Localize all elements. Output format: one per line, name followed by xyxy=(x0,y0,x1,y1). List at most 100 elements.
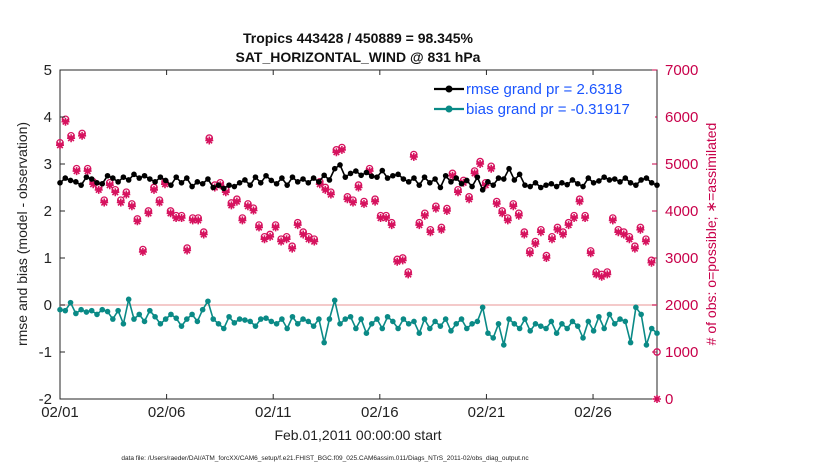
rmse-point xyxy=(405,179,412,185)
obs-assimilated-point xyxy=(299,230,308,239)
rmse-point xyxy=(617,179,623,185)
rmse-point xyxy=(141,172,148,179)
bias-point xyxy=(606,311,613,318)
obs-assimilated-point xyxy=(608,216,617,225)
bias-point xyxy=(347,313,354,320)
bias-point xyxy=(115,307,121,314)
x-tick-label: 02/26 xyxy=(574,404,612,421)
bias-point xyxy=(247,318,253,325)
bias-point xyxy=(141,318,148,325)
obs-assimilated-point xyxy=(542,254,551,262)
bias-point xyxy=(168,311,174,318)
obs-assimilated-point xyxy=(476,160,485,168)
obs-assimilated-point xyxy=(509,202,518,211)
rmse-point xyxy=(643,175,650,181)
obs-assimilated-point xyxy=(487,164,496,173)
bias-point xyxy=(384,313,391,320)
rmse-point xyxy=(448,179,454,185)
y-right-tick-label: 4000 xyxy=(665,203,698,220)
bias-point xyxy=(173,315,180,321)
obs-assimilated-point xyxy=(100,198,109,207)
obs-assimilated-point xyxy=(614,228,623,237)
rmse-point xyxy=(257,180,264,186)
bias-point xyxy=(421,316,428,322)
bias-point xyxy=(474,318,481,325)
rmse-point xyxy=(73,179,79,185)
bias-point xyxy=(379,325,386,332)
y-right-tick-label: 6000 xyxy=(665,109,698,126)
y-tick-label: 0 xyxy=(44,297,52,314)
obs-assimilated-point xyxy=(310,237,319,246)
rmse-point xyxy=(548,180,555,187)
bias-point xyxy=(67,299,74,306)
bias-point xyxy=(596,313,602,320)
bias-point xyxy=(622,318,629,325)
obs-assimilated-point xyxy=(282,235,291,244)
rmse-point xyxy=(131,171,137,178)
obs-assimilated-point xyxy=(243,202,252,211)
bias-point xyxy=(601,325,607,332)
bias-point xyxy=(500,342,507,348)
bias-point xyxy=(284,325,290,332)
legend-rmse-marker xyxy=(445,85,453,93)
rmse-point xyxy=(125,177,132,183)
bias-point xyxy=(416,330,423,337)
rmse-point xyxy=(485,179,491,185)
rmse-point xyxy=(236,180,243,186)
bias-point xyxy=(205,298,211,305)
bias-point xyxy=(405,321,412,327)
bias-point xyxy=(236,316,243,322)
obs-assimilated-point xyxy=(514,211,523,220)
bias-point xyxy=(279,316,285,322)
obs-assimilated-point xyxy=(592,270,601,279)
bias-point xyxy=(537,323,544,329)
rmse-point xyxy=(611,176,618,182)
bias-point xyxy=(585,318,592,325)
bias-point xyxy=(242,317,248,323)
rmse-point xyxy=(384,175,391,181)
bias-point xyxy=(321,339,327,346)
obs-assimilated-point xyxy=(520,230,529,239)
obs-assimilated-point xyxy=(619,230,628,239)
obs-assimilated-point xyxy=(105,181,114,190)
y-right-tick-label: 2000 xyxy=(665,297,698,314)
legend: rmse grand pr = 2.6318 bias grand pr = -… xyxy=(430,78,655,120)
x-tick-label: 02/11 xyxy=(255,404,291,421)
obs-assimilated-point xyxy=(376,214,385,222)
obs-assimilated-point xyxy=(326,190,335,199)
obs-assimilated-point xyxy=(67,134,76,143)
bias-point xyxy=(532,321,539,327)
bias-point xyxy=(337,321,343,327)
rmse-point xyxy=(310,175,317,181)
obs-count-series xyxy=(56,115,661,403)
rmse-point xyxy=(252,174,259,180)
obs-assimilated-point xyxy=(56,141,64,150)
rmse-point xyxy=(353,168,359,174)
rmse-point xyxy=(464,177,470,184)
rmse-point xyxy=(421,174,428,180)
rmse-point xyxy=(173,174,180,180)
rmse-point xyxy=(268,177,275,184)
rmse-point xyxy=(458,180,465,187)
obs-assimilated-point xyxy=(442,207,451,215)
bias-point xyxy=(83,309,90,315)
obs-assimilated-point xyxy=(625,235,634,244)
rmse-point xyxy=(580,183,586,190)
bias-point xyxy=(215,321,222,327)
rmse-point xyxy=(205,176,211,182)
rmse-point xyxy=(427,180,433,186)
rmse-point xyxy=(210,184,217,191)
rmse-point xyxy=(633,182,639,188)
obs-assimilated-point xyxy=(570,214,579,222)
obs-assimilated-point xyxy=(531,239,540,248)
rmse-point xyxy=(627,180,634,186)
bias-point xyxy=(427,325,433,332)
obs-assimilated-point xyxy=(172,214,181,222)
obs-assimilated-point xyxy=(150,185,158,194)
y-tick-label: 1 xyxy=(44,250,52,267)
bias-point xyxy=(183,316,190,322)
obs-assimilated-point xyxy=(288,244,297,253)
rmse-point xyxy=(432,176,438,182)
obs-assimilated-point xyxy=(249,206,258,215)
bias-point xyxy=(559,321,565,327)
